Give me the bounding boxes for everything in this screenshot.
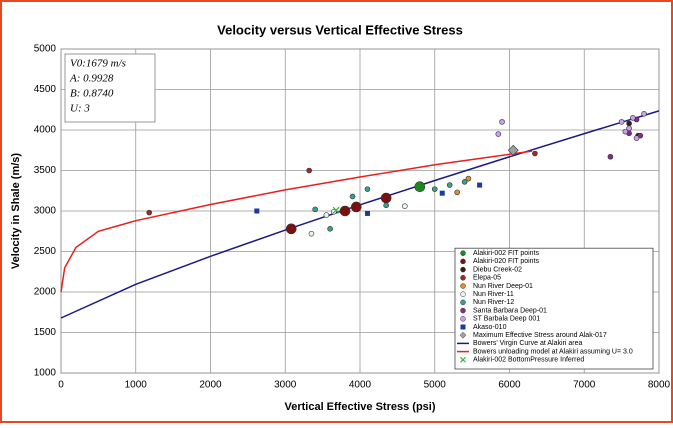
y-tick-label: 1000 — [34, 368, 57, 379]
legend-label: Nun River-12 — [473, 299, 514, 306]
point — [477, 182, 483, 188]
point — [461, 179, 468, 185]
point — [431, 186, 438, 192]
curve — [60, 150, 533, 293]
y-tick-label: 3500 — [34, 165, 57, 176]
legend-swatch — [460, 283, 466, 289]
point — [254, 208, 260, 214]
y-tick-label: 4500 — [34, 84, 57, 95]
point — [364, 186, 371, 192]
point — [465, 175, 472, 182]
point — [641, 111, 647, 117]
legend-label: Maximum Effective Stress around Alak-017 — [473, 332, 607, 339]
x-tick-label: 5000 — [424, 380, 447, 391]
x-tick-label: 1000 — [125, 380, 148, 391]
y-tick-label: 2500 — [34, 246, 57, 257]
legend-swatch — [460, 266, 466, 273]
y-tick-label: 2000 — [34, 287, 57, 298]
annotation: U: 3 — [70, 103, 90, 115]
legend-label: Alakiri-002 BottomPressure Inferred — [473, 357, 584, 364]
legend-label: Nun River Deep-01 — [473, 283, 533, 290]
x-axis-label: Vertical Effective Stress (psi) — [284, 401, 435, 413]
legend-box — [454, 247, 654, 370]
point — [383, 202, 389, 209]
point — [618, 119, 625, 125]
legend-swatch — [460, 258, 466, 265]
legend-label: Bowers unloading model at Alakiri assumi… — [473, 348, 633, 355]
point — [364, 210, 370, 216]
point — [495, 131, 502, 137]
point — [626, 120, 632, 127]
chart-title: Velocity versus Vertical Effective Stres… — [217, 22, 463, 37]
x-tick-label: 7000 — [573, 380, 596, 391]
legend-swatch — [460, 307, 466, 314]
point — [285, 223, 297, 235]
point — [350, 201, 362, 213]
legend-label: Elepa-05 — [473, 275, 501, 282]
point — [323, 212, 330, 218]
point — [146, 209, 153, 216]
point — [439, 190, 445, 196]
legend-swatch — [460, 275, 466, 281]
point — [414, 181, 426, 192]
point — [327, 226, 333, 232]
legend-swatch — [460, 356, 466, 363]
y-tick-label: 1500 — [34, 327, 57, 338]
point — [380, 192, 392, 204]
x-tick-label: 0 — [58, 380, 64, 391]
legend-label: Alakiri-020 FIT points — [473, 258, 540, 265]
annotation: B: 0.8740 — [70, 88, 114, 100]
legend-swatch — [460, 250, 466, 256]
point — [402, 203, 408, 209]
point — [446, 182, 453, 188]
point — [332, 206, 340, 214]
y-tick-label: 5000 — [34, 44, 57, 55]
annotation: A: 0.9928 — [69, 73, 114, 85]
legend-swatch — [459, 331, 467, 339]
legend-label: Akaso-010 — [473, 324, 507, 331]
point — [308, 230, 315, 237]
x-tick-label: 8000 — [648, 380, 671, 391]
point — [633, 135, 640, 141]
y-axis-label: Velocity in Shale (m/s) — [10, 153, 22, 269]
annotation: V0:1679 m/s — [70, 58, 126, 70]
y-tick-label: 4000 — [34, 125, 57, 136]
x-tick-label: 3000 — [274, 380, 297, 391]
x-tick-label: 2000 — [199, 380, 222, 391]
point — [532, 150, 538, 157]
x-tick-label: 4000 — [349, 380, 372, 391]
point — [622, 128, 629, 135]
point — [312, 206, 318, 213]
point — [339, 205, 351, 217]
legend-label: Nun River-11 — [473, 291, 514, 298]
legend-swatch — [460, 316, 466, 322]
point — [607, 153, 614, 160]
point — [499, 119, 505, 125]
legend-label: Diebu Creek-02 — [473, 266, 522, 273]
annotation-box — [64, 53, 156, 123]
legend-swatch — [460, 291, 466, 297]
point — [507, 144, 519, 156]
y-tick-label: 3000 — [34, 206, 57, 217]
point — [626, 125, 632, 132]
legend-label: ST Barbala Deep 001 — [473, 316, 540, 323]
legend-label: Bowers' Virgin Curve at Alakiri area — [473, 340, 582, 347]
point — [306, 167, 312, 174]
point — [630, 115, 636, 121]
legend-swatch — [460, 299, 466, 306]
legend-label: Santa Barbara Deep-01 — [473, 307, 547, 314]
legend-swatch — [460, 324, 466, 330]
x-tick-label: 6000 — [498, 380, 521, 391]
legend-label: Alakiri-002 FIT points — [473, 250, 540, 257]
point — [349, 193, 356, 200]
point — [454, 189, 460, 196]
